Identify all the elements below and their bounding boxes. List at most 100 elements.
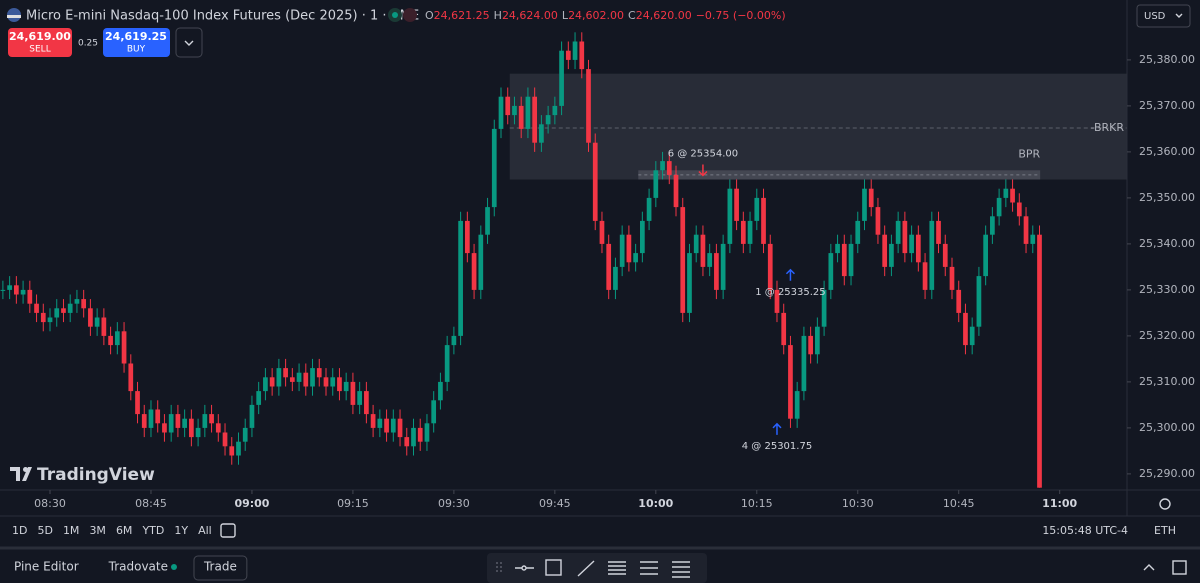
- candle-body: [902, 220, 908, 254]
- candle-body: [841, 243, 847, 277]
- candle-body: [464, 220, 470, 254]
- candle-body: [148, 409, 154, 428]
- x-tick-label: 10:15: [741, 497, 773, 510]
- candle-body: [256, 391, 262, 405]
- y-tick-label: 25,300.00: [1139, 421, 1195, 434]
- collapse-icon[interactable]: [1143, 564, 1155, 571]
- range-button[interactable]: All: [198, 524, 212, 537]
- order-dropdown[interactable]: [175, 27, 203, 58]
- candle-body: [619, 234, 625, 267]
- candle-body: [781, 312, 787, 346]
- candle-body: [424, 423, 430, 442]
- order-buttons: 24,619.00 SELL 0.25 24,619.25 BUY: [8, 27, 203, 58]
- candle-body: [653, 170, 659, 198]
- candle-body: [195, 427, 201, 438]
- candle-body: [673, 174, 679, 208]
- candle-body: [727, 188, 733, 244]
- pitchfork-tool[interactable]: [672, 561, 690, 578]
- range-button[interactable]: 6M: [116, 524, 133, 537]
- candle-body: [444, 345, 450, 382]
- candle-body: [734, 188, 739, 221]
- candle-body: [936, 220, 941, 244]
- candle-body: [714, 253, 719, 290]
- x-tick-label: 08:45: [135, 497, 167, 510]
- candle-body: [236, 441, 241, 456]
- symbol-title[interactable]: Micro E-mini Nasdaq-100 Index Futures (D…: [26, 9, 419, 24]
- candle-body: [370, 414, 376, 428]
- status-dot: [170, 564, 177, 570]
- candle-body: [963, 312, 968, 346]
- trade-label: 1 @ 25335.25: [755, 287, 825, 298]
- panel-tab[interactable]: Pine Editor: [14, 560, 79, 574]
- candle-body: [646, 197, 652, 221]
- trade-arrow: [785, 268, 795, 281]
- rect-tool[interactable]: [545, 559, 562, 576]
- candle-body: [141, 414, 147, 428]
- candle-body: [364, 391, 369, 415]
- candle-body: [263, 377, 268, 392]
- ohlc-value: 24,624.00: [502, 9, 558, 22]
- candle-body: [357, 391, 363, 405]
- range-button[interactable]: 3M: [89, 524, 106, 537]
- trend-tool[interactable]: [577, 560, 595, 577]
- candle-body: [478, 234, 484, 290]
- candle-body: [552, 105, 558, 116]
- maximize-icon[interactable]: [1172, 560, 1187, 575]
- candle-body: [956, 289, 962, 313]
- trade-label: 6 @ 25354.00: [668, 149, 738, 160]
- candle-body: [471, 253, 477, 290]
- candle-body: [135, 391, 140, 415]
- candle-body: [707, 253, 713, 267]
- candle-body: [397, 418, 403, 438]
- candle-body: [323, 377, 329, 387]
- channel-tool[interactable]: [640, 561, 658, 575]
- ohlc-key: H: [494, 9, 502, 22]
- candle-body: [47, 317, 53, 323]
- buy-button[interactable]: [103, 28, 170, 57]
- sell-button[interactable]: [8, 28, 72, 57]
- y-tick-label: 25,340.00: [1139, 237, 1195, 250]
- candle-body: [660, 161, 665, 171]
- candle-body: [74, 299, 80, 304]
- candle-body: [296, 372, 302, 382]
- candle-body: [801, 335, 807, 392]
- ohlc-key: L: [562, 9, 569, 22]
- range-button[interactable]: YTD: [141, 524, 164, 537]
- candle-body: [7, 285, 12, 290]
- candle-body: [182, 418, 187, 428]
- candle-body: [27, 289, 33, 304]
- calendar-icon[interactable]: [220, 523, 236, 538]
- candle-body: [438, 381, 443, 401]
- panel-tab[interactable]: Tradovate: [108, 560, 168, 574]
- zone-label: BPR: [1018, 147, 1040, 160]
- candle-body: [61, 308, 66, 313]
- candle-body: [222, 432, 228, 447]
- candle-body: [168, 414, 174, 433]
- candle-body: [613, 266, 618, 290]
- candle-body: [767, 243, 773, 290]
- candle-body: [505, 96, 511, 116]
- candle-body: [20, 289, 26, 295]
- x-tick-label: 11:00: [1042, 497, 1077, 510]
- range-button[interactable]: 1Y: [174, 524, 188, 537]
- candle-body: [828, 253, 834, 290]
- session[interactable]: ETH: [1154, 524, 1176, 537]
- y-tick-label: 25,360.00: [1139, 145, 1195, 158]
- ohlc-value: 24,621.25: [434, 9, 490, 22]
- range-button[interactable]: 5D: [37, 524, 52, 537]
- fib-tool[interactable]: [608, 561, 626, 575]
- settings-icon[interactable]: [1159, 498, 1171, 510]
- range-button[interactable]: 1D: [12, 524, 27, 537]
- candle-body: [155, 409, 161, 424]
- currency-select[interactable]: [1136, 4, 1191, 28]
- panel-tab[interactable]: Trade: [203, 560, 237, 574]
- candle-body: [949, 266, 955, 290]
- candle-body: [310, 368, 315, 387]
- currency: USD: [1144, 11, 1166, 22]
- y-tick-label: 25,380.00: [1139, 53, 1195, 66]
- range-button[interactable]: 1M: [63, 524, 80, 537]
- price-axis: 25,290.00 25,300.00 25,310.00 25,320.00 25,3…: [1127, 53, 1195, 480]
